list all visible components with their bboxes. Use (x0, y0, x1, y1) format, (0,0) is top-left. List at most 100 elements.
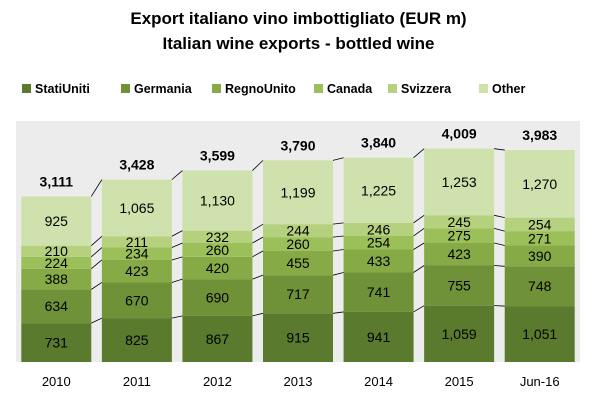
bar-segment-svizzera-2015 (424, 215, 495, 229)
series-connector-line (171, 256, 183, 261)
series-connector-line (252, 250, 264, 258)
data-label-canada-2014: 254 (367, 235, 391, 251)
series-connector-line (332, 157, 344, 161)
bar-segment-other-2014 (343, 157, 414, 223)
series-connector-line (413, 305, 425, 313)
data-label-other-2013: 1,199 (280, 184, 315, 200)
data-label-regnounito-2011: 423 (125, 263, 149, 279)
series-connector-line (252, 223, 264, 231)
series-connector-line (171, 242, 183, 248)
series-connector-line (332, 222, 344, 225)
bar-segment-canada-2011 (101, 247, 172, 260)
bar-segment-canada-2014 (343, 235, 414, 250)
total-label-2011: 3,428 (119, 157, 154, 173)
legend-swatch-other (479, 84, 488, 93)
series-connector-line (91, 317, 103, 324)
bar-segment-svizzera-2011 (101, 236, 172, 248)
series-connector-line (494, 214, 505, 219)
data-label-svizzera-2010: 210 (45, 243, 69, 259)
series-connector-line (413, 242, 425, 250)
data-label-svizzera-2014: 246 (367, 221, 391, 237)
data-label-canada-2012: 260 (206, 242, 230, 258)
series-connector-line (413, 148, 425, 159)
data-label-statiuniti-2015: 1,059 (442, 326, 477, 342)
bar-segment-statiuniti-2011 (101, 318, 172, 362)
data-label-canada-2010: 224 (45, 255, 69, 271)
bar-segment-other-2011 (101, 179, 172, 237)
bar-segment-germania-jun-16 (504, 266, 575, 307)
series-connector-line (494, 242, 505, 246)
bar-segment-canada-2015 (424, 228, 495, 243)
bar-segment-germania-2010 (21, 289, 92, 324)
bar-segment-other-2010 (21, 196, 92, 246)
data-label-germania-2012: 690 (206, 290, 230, 306)
legend-label-statiuniti: StatiUniti (35, 82, 90, 96)
data-label-statiuniti-2010: 731 (45, 335, 69, 351)
legend-swatch-svizzera (388, 84, 397, 93)
data-label-other-jun-16: 1,270 (522, 176, 557, 192)
data-label-regnounito-2014: 433 (367, 253, 391, 269)
bar-segment-svizzera-2014 (343, 222, 414, 236)
bar-segment-statiuniti-2014 (343, 311, 414, 362)
bar-segment-canada-2010 (21, 256, 92, 269)
legend-swatch-statiuniti (22, 84, 31, 93)
series-connector-line (252, 312, 264, 317)
data-label-canada-jun-16: 271 (528, 230, 552, 246)
bar-segment-svizzera-jun-16 (504, 217, 575, 232)
x-tick-label-2011: 2011 (123, 374, 151, 389)
total-label-jun-16: 3,983 (522, 127, 557, 143)
series-connector-line (252, 160, 264, 171)
bar-segment-regnounito-2011 (101, 259, 172, 283)
series-connector-line (494, 148, 505, 151)
series-connector-line (90, 179, 103, 197)
x-tick-label-2015: 2015 (445, 374, 474, 389)
bar-segment-statiuniti-2012 (182, 315, 253, 362)
data-label-regnounito-2015: 423 (447, 246, 471, 262)
series-connector-line (494, 227, 505, 232)
bar-segment-canada-2013 (263, 237, 333, 251)
data-label-regnounito-2012: 420 (206, 260, 230, 276)
x-tick-label-2014: 2014 (364, 374, 393, 389)
data-label-germania-2014: 741 (367, 284, 391, 300)
legend-label-other: Other (492, 82, 525, 96)
legend-label-canada: Canada (327, 82, 373, 96)
series-connector-line (252, 236, 264, 244)
legend-swatch-germania (121, 84, 130, 93)
chart-title: Export italiano vino imbottigliato (EUR … (130, 9, 467, 28)
bar-segment-statiuniti-2015 (424, 305, 495, 362)
data-label-statiuniti-2012: 867 (206, 331, 230, 347)
data-label-statiuniti-jun-16: 1,051 (522, 326, 557, 342)
series-connector-line (332, 235, 344, 238)
data-label-other-2012: 1,130 (200, 193, 235, 209)
legend-swatch-regnounito (212, 84, 221, 93)
series-connector-line (171, 278, 183, 283)
series-connector-line (91, 282, 103, 290)
data-label-svizzera-2011: 211 (126, 234, 149, 250)
series-connector-line (91, 247, 103, 258)
bar-segment-germania-2011 (101, 282, 172, 319)
data-label-svizzera-2015: 245 (447, 214, 471, 230)
data-label-other-2014: 1,225 (361, 182, 396, 198)
data-label-other-2010: 925 (45, 213, 69, 229)
series-connector-line (171, 315, 183, 319)
series-connector-line (171, 170, 183, 180)
bar-segment-other-2015 (424, 148, 495, 216)
data-label-statiuniti-2014: 941 (367, 329, 391, 345)
data-label-canada-2015: 275 (447, 228, 471, 244)
data-label-svizzera-jun-16: 254 (528, 216, 552, 232)
bar-segment-germania-2014 (343, 272, 414, 312)
data-label-germania-jun-16: 748 (528, 278, 552, 294)
bar-segment-germania-2015 (424, 265, 495, 306)
data-label-canada-2013: 260 (286, 236, 310, 252)
data-label-canada-2011: 234 (125, 246, 149, 262)
series-connector-line (413, 228, 425, 237)
bar-segment-regnounito-2010 (21, 268, 92, 290)
data-label-other-2011: 1,065 (119, 200, 154, 216)
total-label-2013: 3,790 (280, 137, 315, 153)
x-tick-label-2010: 2010 (42, 374, 71, 389)
series-connector-line (91, 259, 103, 270)
bar-segment-regnounito-2013 (263, 250, 333, 276)
series-connector-line (332, 311, 344, 314)
data-label-regnounito-jun-16: 390 (528, 248, 552, 264)
series-connector-line (332, 272, 344, 276)
